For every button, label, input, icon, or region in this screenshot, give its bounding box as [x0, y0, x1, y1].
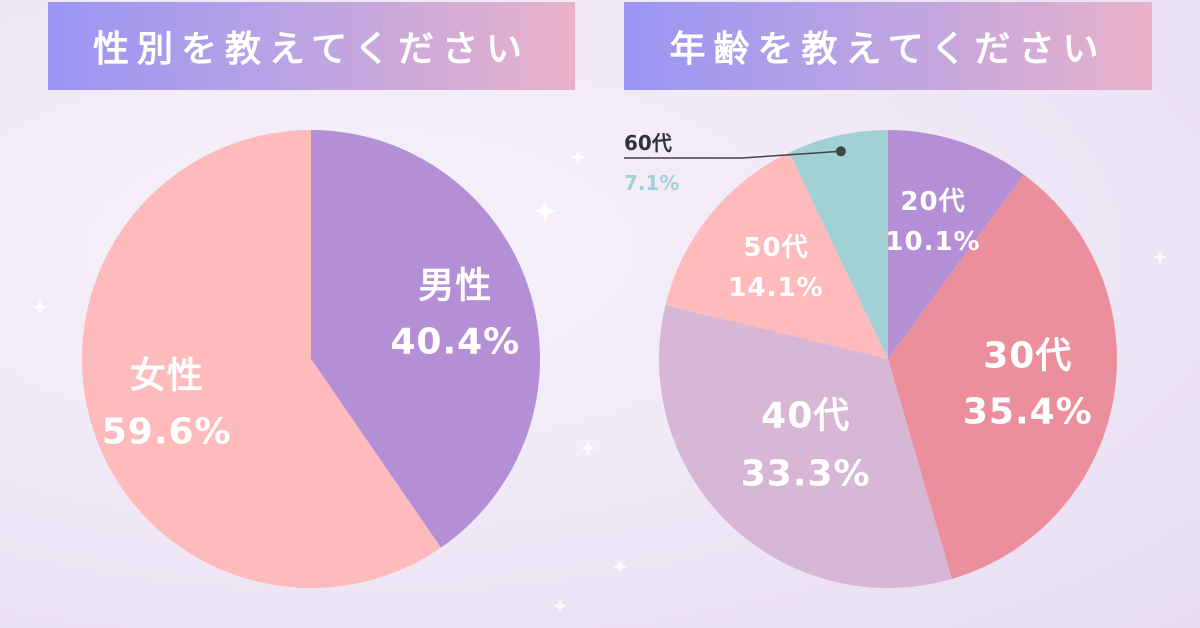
slice-category-label: 30代: [983, 335, 1072, 376]
pie-slice: [665, 152, 888, 359]
slice-percent-label: 35.4%: [963, 391, 1093, 432]
slice-percent-label: 40.4%: [390, 322, 520, 363]
pie-slice: [81, 130, 441, 588]
slice-category-label: 20代: [900, 187, 965, 217]
pie-slice: [888, 130, 1024, 359]
callout-60s: 60代 7.1%: [624, 131, 846, 195]
slice-category-label: 40代: [761, 396, 850, 437]
slice-category-label: 50代: [743, 233, 808, 263]
sparkle-icon: [613, 560, 627, 574]
sparkle-icon: [634, 130, 646, 142]
age-pie: [659, 130, 1118, 589]
background-sparkles: [33, 130, 1167, 612]
callout-leader-line: [624, 150, 841, 159]
slice-labels: 男性 40.4% 女性 59.6% 20代 10.1% 30代 35.4% 40代 33.3% 50…: [102, 187, 1093, 495]
pie-slice: [888, 174, 1118, 579]
pie-slice: [311, 130, 540, 548]
sparkle-icon: [534, 200, 556, 222]
slice-percent-label: 14.1%: [728, 273, 823, 303]
callout-dot: [835, 146, 846, 157]
sparkle-icon: [580, 440, 596, 456]
pie-slice: [659, 304, 952, 589]
gender-chart-title: 性別を教えてください: [48, 2, 575, 90]
callout-category-label: 60代: [624, 131, 672, 155]
pie-slice: [789, 130, 888, 359]
slice-percent-label: 10.1%: [885, 227, 980, 257]
sparkle-icon: [1153, 250, 1167, 264]
age-chart-title: 年齢を教えてください: [624, 2, 1152, 90]
gender-pie: [81, 130, 540, 588]
slice-percent-label: 59.6%: [102, 411, 232, 452]
sparkle-icon: [554, 600, 566, 612]
slice-percent-label: 33.3%: [741, 454, 871, 495]
slice-category-label: 男性: [418, 266, 492, 307]
callout-percent-label: 7.1%: [624, 171, 679, 195]
sparkle-icon: [571, 150, 585, 164]
slice-category-label: 女性: [130, 355, 204, 396]
sparkle-icon: [33, 300, 47, 314]
